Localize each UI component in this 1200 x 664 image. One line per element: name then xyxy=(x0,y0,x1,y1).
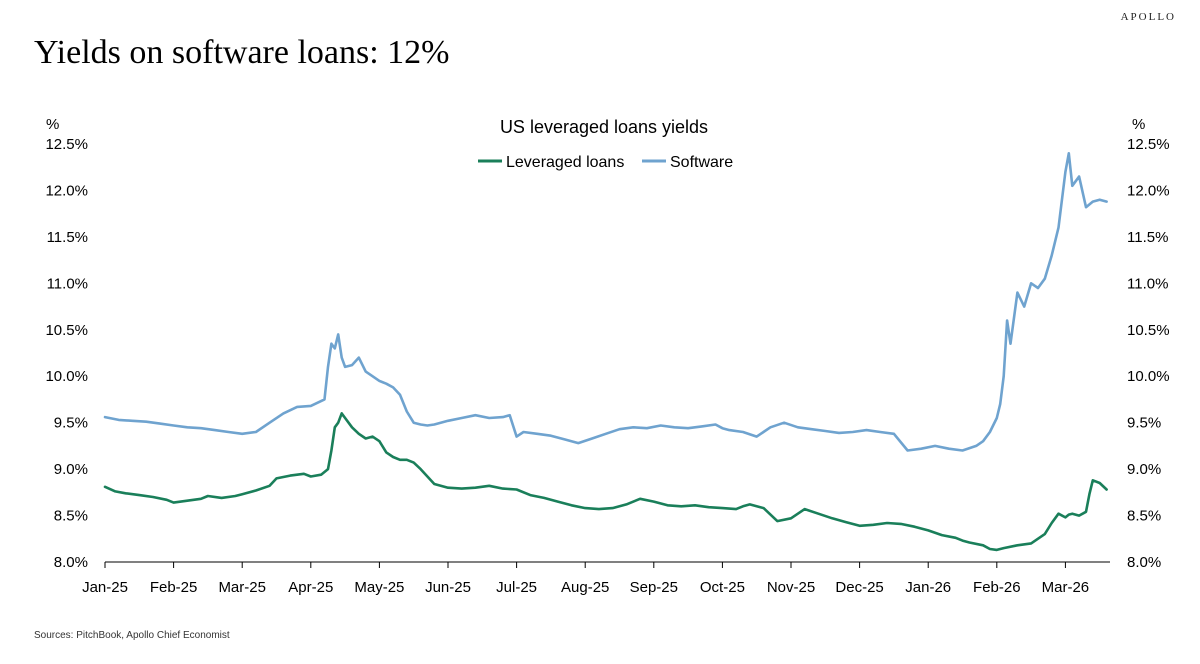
x-tick-label: Sep-25 xyxy=(630,579,678,596)
x-tick-label: May-25 xyxy=(354,579,404,596)
y-tick-label-left: 9.0% xyxy=(54,461,88,478)
y-axis-right: 8.0% 8.5% 9.0% 9.5% 10.0% 10.5% 11.0% 11.5% 12.0… xyxy=(1127,136,1170,571)
chart-title: US leveraged loans yields xyxy=(500,117,708,137)
y-tick-label-left: 9.5% xyxy=(54,415,88,432)
y-tick-label-left: 10.0% xyxy=(45,368,88,385)
legend-label-software: Software xyxy=(670,154,733,171)
series-line-leveraged-loans xyxy=(103,412,1108,552)
y-tick-label-right: 10.5% xyxy=(1127,322,1170,339)
series-line-software xyxy=(103,152,1108,452)
y-tick-label-right: 9.5% xyxy=(1127,415,1161,432)
legend: Leveraged loans Software xyxy=(478,154,733,171)
brand-logo: APOLLO xyxy=(1120,11,1176,23)
page-title: Yields on software loans: 12% xyxy=(34,34,450,71)
y-tick-label-right: 11.0% xyxy=(1127,275,1168,292)
y-tick-label-left: 12.0% xyxy=(45,182,88,199)
x-tick-label: Feb-26 xyxy=(973,579,1021,596)
y-tick-label-left: 11.5% xyxy=(47,229,88,246)
y-tick-label-right: 9.0% xyxy=(1127,461,1161,478)
x-tick-label: Mar-26 xyxy=(1042,579,1090,596)
x-tick-label: Feb-25 xyxy=(150,579,198,596)
y-tick-label-right: 10.0% xyxy=(1127,368,1170,385)
x-tick-label: Aug-25 xyxy=(561,579,609,596)
x-tick-label: Nov-25 xyxy=(767,579,815,596)
x-axis: Jan-25 Feb-25 Mar-25 Apr-25 May-25 Jun-25 Jul-… xyxy=(82,562,1089,596)
y-tick-label-right: 12.5% xyxy=(1127,136,1170,153)
y-axis-right-unit: % xyxy=(1132,116,1145,133)
y-tick-label-left: 8.0% xyxy=(54,554,88,571)
x-tick-label: Oct-25 xyxy=(700,579,745,596)
y-tick-label-left: 11.0% xyxy=(47,275,88,292)
x-tick-label: Jan-25 xyxy=(82,579,128,596)
source-note: Sources: PitchBook, Apollo Chief Economi… xyxy=(34,630,230,641)
y-axis-left: 8.0% 8.5% 9.0% 9.5% 10.0% 10.5% 11.0% 11.5% 12.0… xyxy=(45,136,88,571)
x-tick-label: Jul-25 xyxy=(496,579,537,596)
x-tick-label: Apr-25 xyxy=(288,579,333,596)
y-tick-label-right: 8.0% xyxy=(1127,554,1161,571)
x-tick-label: Jun-25 xyxy=(425,579,471,596)
x-tick-label: Mar-25 xyxy=(218,579,266,596)
x-tick-label: Jan-26 xyxy=(905,579,951,596)
y-tick-label-right: 12.0% xyxy=(1127,182,1170,199)
y-tick-label-right: 8.5% xyxy=(1127,508,1161,525)
legend-label-leveraged-loans: Leveraged loans xyxy=(506,154,624,171)
series-layer xyxy=(103,152,1108,552)
y-tick-label-right: 11.5% xyxy=(1127,229,1168,246)
y-tick-label-left: 12.5% xyxy=(45,136,88,153)
y-tick-label-left: 10.5% xyxy=(45,322,88,339)
x-tick-label: Dec-25 xyxy=(835,579,883,596)
y-tick-label-left: 8.5% xyxy=(54,508,88,525)
y-axis-left-unit: % xyxy=(46,116,59,133)
